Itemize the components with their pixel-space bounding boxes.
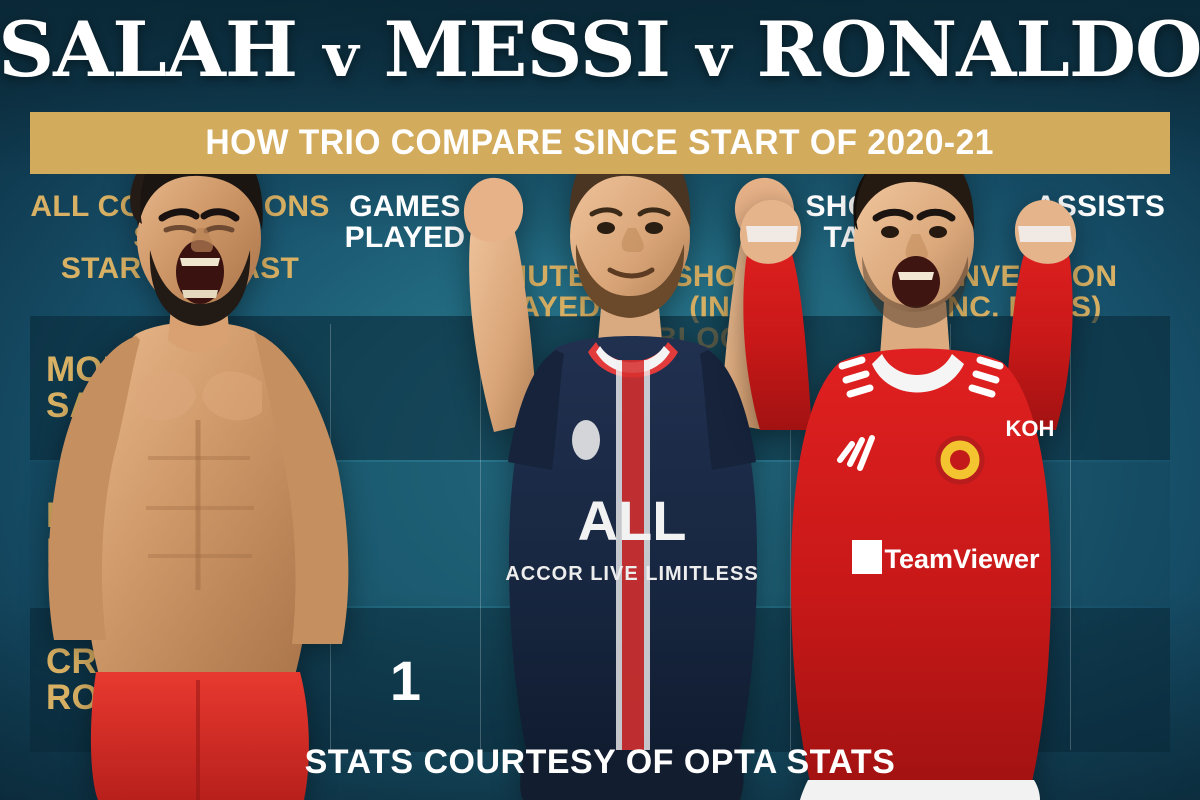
column-header-assists: ASSISTS	[1034, 190, 1166, 223]
cell-shots-on-target	[790, 316, 950, 460]
cell-games	[330, 462, 480, 606]
table-row: CRISTIANO RONALDO 1 4 38 98	[30, 608, 1170, 752]
column-divider	[950, 324, 951, 750]
title-word-ronaldo: RONALDO	[756, 5, 1200, 94]
cell-assists	[1070, 316, 1170, 460]
cell-assists	[1070, 608, 1170, 752]
table-header-row: ALL COMPETITIONS SINCE START OF LAST GAM…	[30, 186, 1170, 354]
stats-table: ALL COMPETITIONS SINCE START OF LAST GAM…	[30, 186, 1170, 752]
table-row: MOHAMED SALAH	[30, 316, 1170, 460]
title-vs-2: v	[696, 21, 732, 91]
stats-credit: STATS COURTESY OF OPTA STATS	[304, 743, 896, 781]
cell-games	[330, 316, 480, 460]
cell-minutes	[480, 316, 630, 460]
row-player-name: MOHAMED SALAH	[46, 350, 233, 425]
title-word-messi: MESSI	[383, 5, 671, 94]
title-vs-1: v	[323, 21, 359, 91]
cell-games: 1	[389, 648, 421, 712]
row-player-name: CRISTIANO RONALDO	[46, 642, 241, 717]
column-divider	[480, 324, 481, 750]
row-player-name: LIONEL MESSI	[46, 496, 176, 571]
cell-minutes: 4	[539, 648, 571, 712]
column-divider	[330, 324, 331, 750]
cell-conversion	[950, 316, 1090, 460]
cell-shots	[630, 316, 790, 460]
cell-shots-on-target: 132	[824, 502, 916, 566]
title-word-salah: SALAH	[0, 5, 298, 94]
cell-conversion	[950, 462, 1090, 606]
subtitle-band: HOW TRIO COMPARE SINCE START OF 2020-21	[30, 112, 1170, 174]
cell-shots: 38	[679, 648, 741, 712]
cell-shots: 34	[679, 502, 741, 566]
table-row: LIONEL MESSI 34 132	[30, 462, 1170, 606]
cell-conversion	[950, 608, 1090, 752]
column-divider	[1070, 324, 1071, 750]
headline-container: SALAH v MESSI v RONALDO	[0, 12, 1200, 88]
column-divider	[790, 324, 791, 750]
column-header-games: GAMES PLAYED	[344, 190, 466, 254]
page-title: SALAH v MESSI v RONALDO	[0, 12, 1200, 88]
column-divider	[630, 324, 631, 750]
subtitle-text: HOW TRIO COMPARE SINCE START OF 2020-21	[205, 123, 995, 162]
cell-shots-on-target: 98	[839, 648, 901, 712]
column-header-player: ALL COMPETITIONS SINCE START OF LAST	[30, 190, 330, 285]
cell-minutes	[480, 462, 630, 606]
column-header-minutes: MINUTES PLAYED	[471, 260, 609, 324]
cell-assists	[1070, 462, 1170, 606]
table-body: MOHAMED SALAH LIONEL MESSI 34 132 CRISTI…	[30, 316, 1170, 752]
